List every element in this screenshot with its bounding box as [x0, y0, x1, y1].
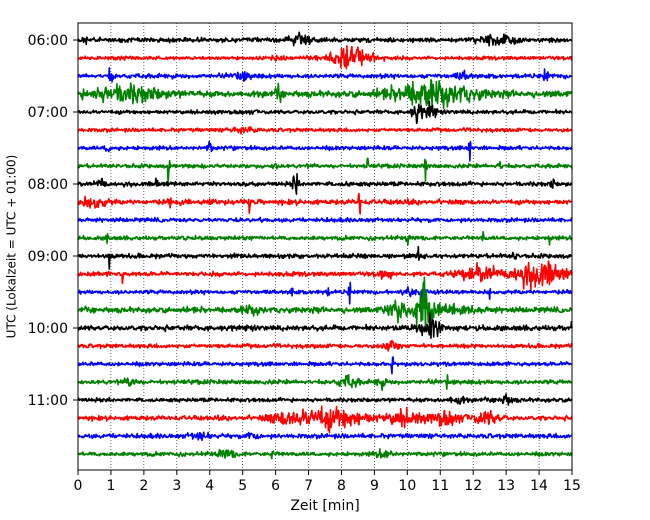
x-axis-ticks: 0 1 2 3 4 5 6 7 8 9 10 11 12 13 14 15	[74, 470, 581, 494]
trace-row-1030	[77, 356, 573, 375]
x-tick-label: 1	[106, 478, 115, 494]
y-axis-label: UTC (Lokalzeit = UTC + 01:00)	[5, 155, 19, 339]
trace-row-0800	[77, 172, 573, 195]
trace-row-0715	[77, 126, 573, 135]
x-tick-label: 10	[398, 478, 416, 494]
y-tick-label: 10:00	[28, 321, 68, 337]
trace-row-1015	[77, 339, 573, 352]
y-tick-label: 09:00	[28, 249, 68, 265]
x-tick-label: 0	[74, 478, 83, 494]
x-tick-label: 14	[530, 478, 548, 494]
trace-row-0915	[77, 260, 573, 293]
y-tick-label: 06:00	[28, 33, 68, 49]
x-tick-label: 13	[497, 478, 515, 494]
x-tick-label: 12	[464, 478, 482, 494]
x-tick-label: 5	[238, 478, 247, 494]
x-tick-label: 6	[271, 478, 280, 494]
trace-row-1100	[77, 393, 573, 406]
trace-row-1000	[77, 312, 573, 339]
x-tick-label: 2	[139, 478, 148, 494]
x-tick-label: 15	[563, 478, 581, 494]
trace-row-0845	[77, 230, 573, 246]
seismic-traces	[77, 31, 573, 460]
trace-row-0930	[77, 281, 573, 305]
x-tick-label: 3	[172, 478, 181, 494]
trace-row-0830	[77, 216, 573, 224]
trace-row-1145	[77, 448, 573, 460]
trace-row-0945	[77, 276, 573, 329]
y-axis-ticks: 06:00 07:00 08:00 09:00 10:00 11:00	[28, 33, 78, 409]
x-tick-label: 8	[337, 478, 346, 494]
plot-frame	[77, 22, 573, 471]
x-axis-label: Zeit [min]	[290, 498, 359, 514]
trace-row-0600	[77, 31, 573, 47]
trace-row-0815	[77, 192, 573, 215]
trace-row-0615	[77, 45, 573, 70]
y-tick-label: 08:00	[28, 177, 68, 193]
x-tick-label: 11	[431, 478, 449, 494]
trace-row-1115	[77, 405, 573, 434]
x-tick-label: 9	[370, 478, 379, 494]
trace-row-0745	[77, 157, 573, 183]
x-tick-label: 7	[304, 478, 313, 494]
trace-row-0700	[77, 100, 573, 125]
trace-row-1045	[77, 374, 573, 392]
trace-row-1130	[77, 431, 573, 442]
trace-row-0630	[77, 67, 573, 83]
trace-row-0645	[77, 78, 573, 110]
trace-row-0900	[77, 245, 573, 270]
y-tick-label: 07:00	[28, 105, 68, 121]
y-tick-label: 11:00	[28, 393, 68, 409]
vertical-gridlines	[110, 23, 540, 470]
trace-row-0730	[77, 140, 573, 162]
x-tick-label: 4	[205, 478, 214, 494]
